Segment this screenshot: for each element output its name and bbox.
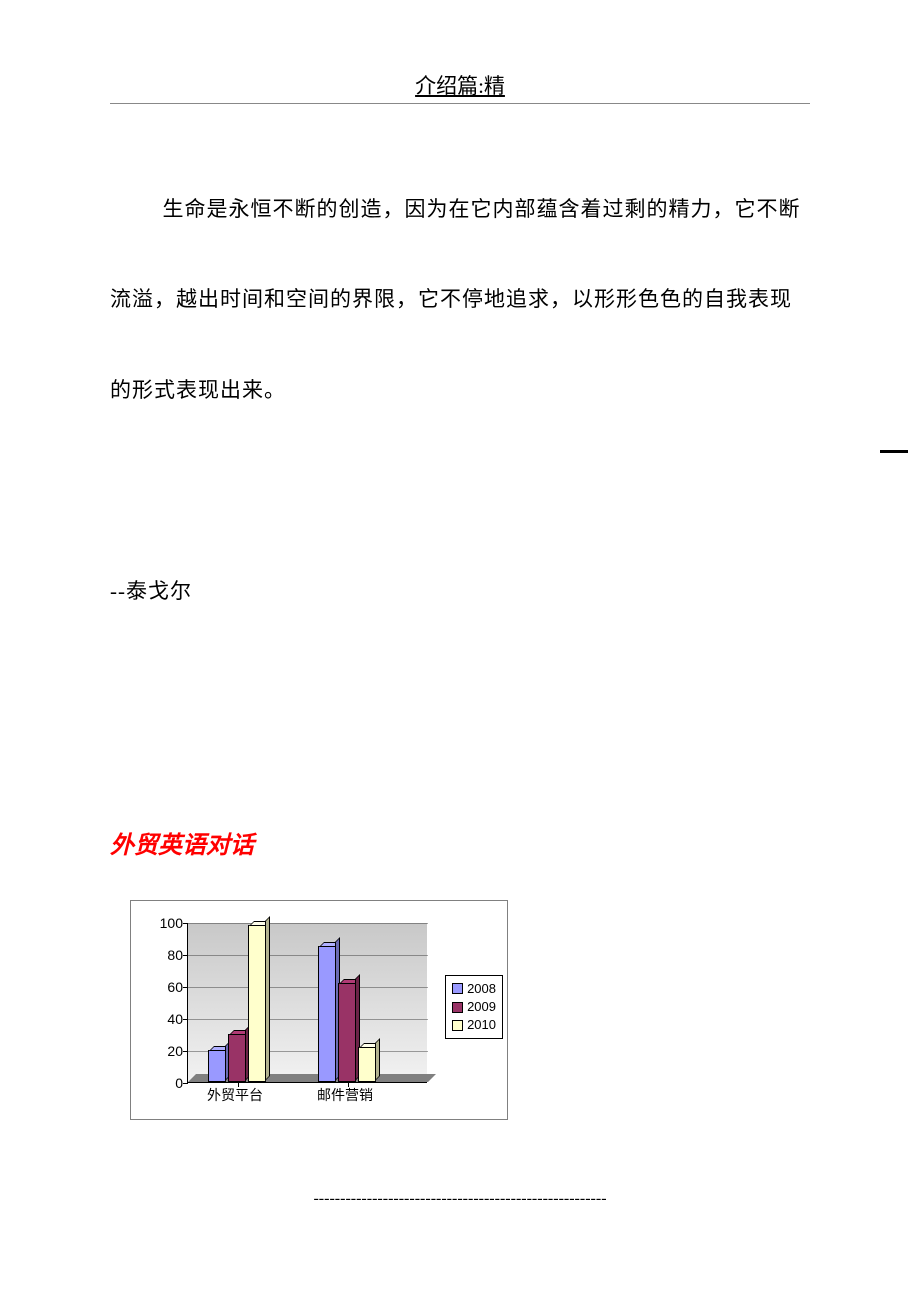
chart-inner: 200820092010 020406080100外贸平台邮件营销 bbox=[149, 923, 495, 1108]
legend-label: 2008 bbox=[467, 980, 496, 998]
y-axis-label: 40 bbox=[167, 1011, 183, 1027]
quote-text: 生命是永恒不断的创造，因为在它内部蕴含着过剩的精力，它不断流溢，越出时间和空间的… bbox=[110, 164, 810, 435]
bar-邮件营销-2008 bbox=[318, 946, 336, 1082]
legend-swatch bbox=[452, 983, 463, 994]
legend-label: 2010 bbox=[467, 1016, 496, 1034]
gridline bbox=[188, 987, 428, 988]
y-tick bbox=[183, 955, 188, 956]
y-axis-label: 100 bbox=[160, 915, 183, 931]
bar-side bbox=[265, 916, 270, 1081]
y-tick bbox=[183, 1083, 188, 1084]
legend-item-2010: 2010 bbox=[452, 1016, 496, 1034]
gridline bbox=[188, 923, 428, 924]
legend-item-2008: 2008 bbox=[452, 980, 496, 998]
footer-dashes: ----------------------------------------… bbox=[110, 1190, 810, 1208]
chart-legend: 200820092010 bbox=[445, 975, 503, 1040]
chart-container: 200820092010 0 20 40 60 80 100 外贸平台 邮件营销 bbox=[130, 900, 508, 1120]
y-tick bbox=[183, 1051, 188, 1052]
x-axis-label: 外贸平台 bbox=[207, 1085, 263, 1105]
legend-item-2009: 2009 bbox=[452, 998, 496, 1016]
x-axis-label: 邮件营销 bbox=[317, 1085, 373, 1105]
bar-外贸平台-2009 bbox=[228, 1034, 246, 1082]
y-axis-label: 80 bbox=[167, 947, 183, 963]
plot-area bbox=[187, 923, 427, 1083]
gridline bbox=[188, 955, 428, 956]
gridline bbox=[188, 1019, 428, 1020]
legend-label: 2009 bbox=[467, 998, 496, 1016]
section-title: 外贸英语对话 bbox=[110, 825, 810, 860]
side-dash-mark bbox=[880, 450, 908, 453]
y-axis-label: 0 bbox=[175, 1075, 183, 1091]
page-header-title: 介绍篇:精 bbox=[110, 70, 810, 100]
y-tick bbox=[183, 1019, 188, 1020]
bar-外贸平台-2010 bbox=[248, 925, 266, 1082]
y-axis-label: 60 bbox=[167, 979, 183, 995]
y-tick bbox=[183, 923, 188, 924]
y-tick bbox=[183, 987, 188, 988]
legend-swatch bbox=[452, 1002, 463, 1013]
bar-邮件营销-2009 bbox=[338, 983, 356, 1082]
y-axis-label: 20 bbox=[167, 1043, 183, 1059]
header-rule bbox=[110, 103, 810, 104]
bar-邮件营销-2010 bbox=[358, 1047, 376, 1082]
quote-author: --泰戈尔 bbox=[110, 575, 810, 605]
bar-外贸平台-2008 bbox=[208, 1050, 226, 1082]
legend-swatch bbox=[452, 1020, 463, 1031]
bar-side bbox=[375, 1038, 380, 1081]
